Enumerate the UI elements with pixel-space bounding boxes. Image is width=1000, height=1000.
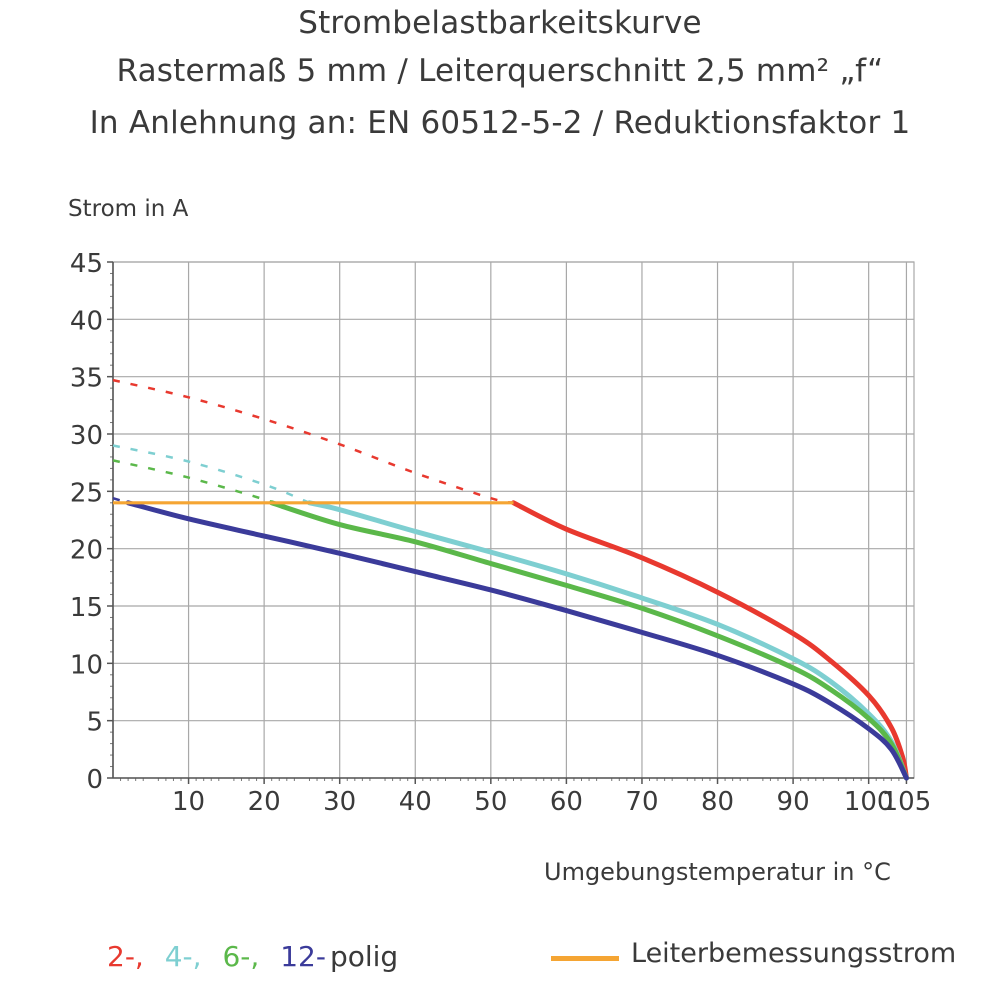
x-tick-label-60: 60 [550, 787, 583, 817]
x-tick-label-20: 20 [248, 787, 281, 817]
legend-item-4: 4-, [164, 940, 202, 973]
y-tick-label-25: 25 [70, 478, 103, 508]
legend-suffix: polig [329, 940, 399, 973]
legend-conductor-label: Leiterbemessungsstrom [631, 938, 957, 969]
x-tick-label-90: 90 [777, 787, 810, 817]
series-lines [112, 378, 909, 781]
series-2-dashed [112, 378, 514, 505]
series-12-line [125, 500, 909, 781]
series-12-dashed [112, 497, 129, 504]
x-tick-label-10: 10 [172, 787, 205, 817]
x-tick-label-50: 50 [474, 787, 507, 817]
y-tick-label-5: 5 [86, 708, 103, 738]
y-tick-label-20: 20 [70, 536, 103, 566]
y-axis-label: Strom in A [68, 196, 189, 222]
grid [112, 261, 915, 779]
chart-subtitle-2: In Anlehnung an: EN 60512-5-2 / Reduktio… [89, 105, 911, 141]
series-6-line [269, 500, 909, 781]
x-tick-label-105: 105 [882, 787, 932, 817]
x-tick-label-100: 100 [844, 787, 894, 817]
legend-item-12: 12- [280, 940, 326, 973]
y-tick-label-40: 40 [70, 306, 103, 336]
y-tick-label-45: 45 [70, 249, 103, 279]
x-tick-label-40: 40 [399, 787, 432, 817]
legend-item-6: 6-, [222, 940, 260, 973]
legend-poles: 2-, 4-, 6-, 12- polig [107, 940, 398, 973]
y-tick-label-35: 35 [70, 364, 103, 394]
y-tick-label-15: 15 [70, 593, 103, 623]
series-4-line [306, 500, 909, 781]
x-axis-label: Umgebungstemperatur in °C [544, 858, 891, 886]
chart-title: Strombelastbarkeitskurve [298, 5, 702, 41]
x-tick-label-30: 30 [323, 787, 356, 817]
y-tick-label-0: 0 [86, 765, 103, 795]
x-tick-label-70: 70 [625, 787, 658, 817]
series-4-dashed [112, 444, 310, 504]
tick-labels: 0 5 10 15 20 25 30 35 40 45 10 20 30 40 50 60 70 80 90 1001… [70, 249, 931, 817]
axis-ticks [107, 261, 914, 784]
legend-conductor-line [551, 956, 619, 961]
series-2-line [511, 500, 909, 781]
x-tick-label-80: 80 [701, 787, 734, 817]
plot-frame [112, 261, 915, 779]
y-tick-label-10: 10 [70, 650, 103, 680]
chart-subtitle-1: Rastermaß 5 mm / Leiterquerschnitt 2,5 m… [116, 53, 884, 89]
legend-item-2: 2-, [107, 940, 144, 973]
y-tick-label-30: 30 [70, 421, 103, 451]
